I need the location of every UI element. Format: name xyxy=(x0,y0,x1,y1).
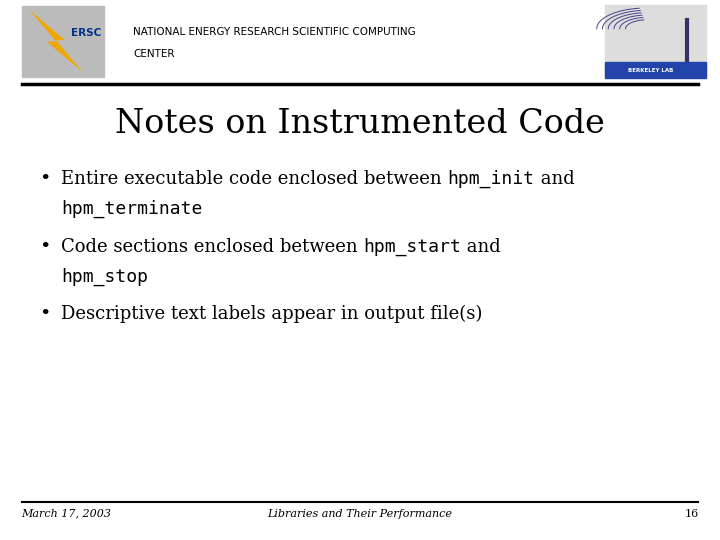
Polygon shape xyxy=(29,9,83,72)
Bar xyxy=(605,62,706,78)
Text: 16: 16 xyxy=(684,509,698,519)
Text: •: • xyxy=(40,305,51,323)
Text: •: • xyxy=(40,238,51,255)
Text: •: • xyxy=(40,170,51,188)
Text: Notes on Instrumented Code: Notes on Instrumented Code xyxy=(115,108,605,140)
Text: Libraries and Their Performance: Libraries and Their Performance xyxy=(268,509,452,519)
Text: Entire executable code enclosed between: Entire executable code enclosed between xyxy=(61,170,448,188)
Text: hpm_init: hpm_init xyxy=(448,170,534,188)
Text: ERSC: ERSC xyxy=(71,28,101,38)
Text: hpm_start: hpm_start xyxy=(364,238,462,256)
Text: Descriptive text labels appear in output file(s): Descriptive text labels appear in output… xyxy=(61,305,482,323)
Text: Code sections enclosed between: Code sections enclosed between xyxy=(61,238,364,255)
Text: March 17, 2003: March 17, 2003 xyxy=(22,509,112,519)
Bar xyxy=(605,5,706,78)
Text: hpm_stop: hpm_stop xyxy=(61,267,148,286)
Text: CENTER: CENTER xyxy=(133,49,175,59)
Bar xyxy=(22,6,104,77)
Text: NATIONAL ENERGY RESEARCH SCIENTIFIC COMPUTING: NATIONAL ENERGY RESEARCH SCIENTIFIC COMP… xyxy=(133,27,416,37)
Text: hpm_terminate: hpm_terminate xyxy=(61,200,202,218)
Text: and: and xyxy=(462,238,501,255)
Text: BERKELEY LAB: BERKELEY LAB xyxy=(629,68,674,73)
Text: and: and xyxy=(534,170,575,188)
